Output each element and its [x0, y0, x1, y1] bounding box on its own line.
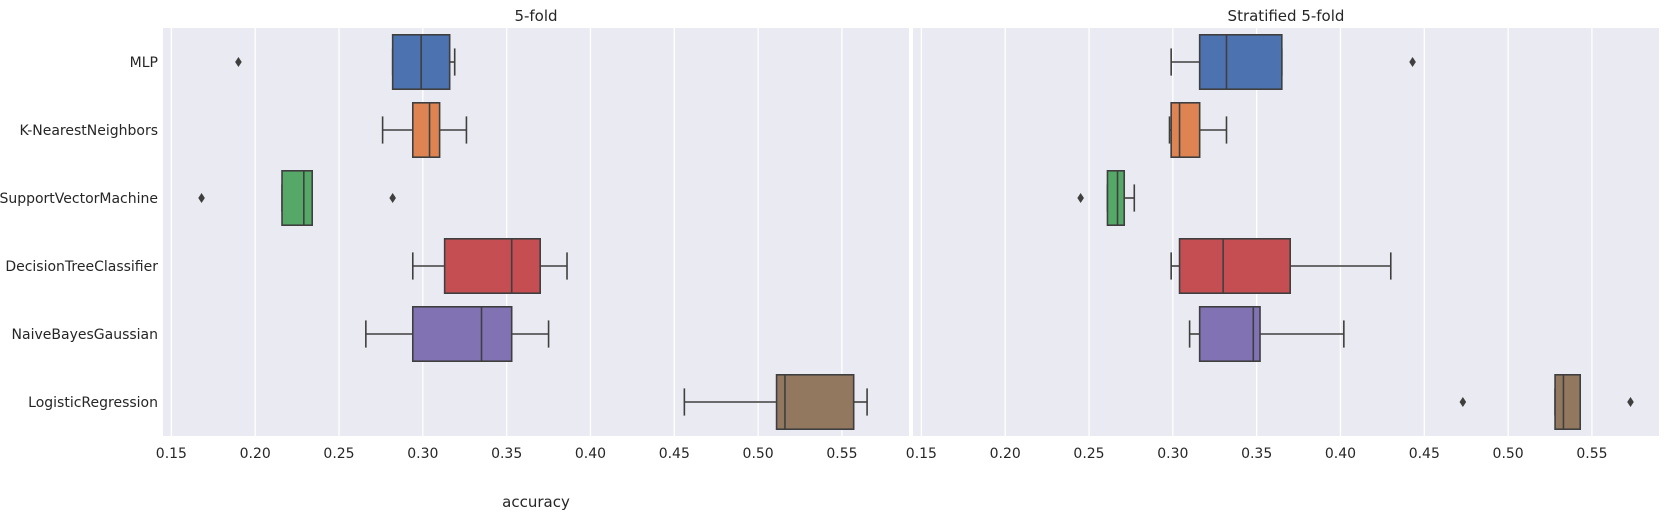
outlier-point: [1459, 397, 1467, 407]
iqr-box: [411, 102, 441, 159]
x-tick-label: 0.40: [1325, 446, 1356, 462]
x-tick-label: 0.15: [906, 446, 937, 462]
plot-area-5-fold: [163, 28, 909, 436]
iqr-box: [1106, 170, 1126, 227]
x-tick-label: 0.20: [990, 446, 1021, 462]
iqr-box: [281, 170, 314, 227]
box-supportvectormachine: [1077, 170, 1136, 227]
x-tick-label: 0.20: [240, 446, 271, 462]
y-category-labels: MLP K-NearestNeighbors SupportVectorMach…: [0, 55, 158, 411]
outlier-point: [1077, 193, 1084, 203]
category-label: DecisionTreeClassifier: [5, 259, 158, 275]
x-tick-label: 0.45: [659, 446, 690, 462]
category-label: SupportVectorMachine: [0, 191, 158, 207]
iqr-box: [1198, 33, 1283, 91]
box-naivebayesgaussian: [1188, 305, 1345, 362]
x-tick-label: 0.40: [575, 446, 606, 462]
outlier-point: [198, 193, 205, 203]
x-tick-labels-stratified-5-fold: 0.15 0.20 0.25 0.30 0.35 0.40 0.45 0.50 0.55: [906, 446, 1608, 462]
gridlines-5-fold: [170, 28, 843, 436]
panel-5-fold: 0.15 0.20 0.25 0.30 0.35 0.40 0.45 0.50 0.55 5-f…: [156, 7, 909, 511]
category-label: MLP: [130, 55, 158, 71]
box-supportvectormachine: [198, 170, 396, 227]
gridlines-stratified-5-fold: [920, 28, 1593, 436]
box-k-nearestneighbors: [381, 102, 468, 159]
x-tick-label: 0.35: [1241, 446, 1272, 462]
box-decisiontreeclassifier: [1170, 238, 1392, 295]
outlier-point: [1627, 397, 1634, 407]
x-tick-label: 0.50: [743, 446, 774, 462]
iqr-box: [411, 305, 513, 362]
category-label: K-NearestNeighbors: [19, 123, 158, 139]
iqr-box: [1178, 238, 1291, 295]
box-logisticregression: [683, 373, 868, 430]
panel-title-5-fold: 5-fold: [514, 7, 557, 25]
x-tick-label: 0.25: [1073, 446, 1104, 462]
box-k-nearestneighbors: [1168, 102, 1228, 159]
x-tick-label: 0.30: [407, 446, 438, 462]
box-naivebayesgaussian: [365, 305, 550, 362]
box-decisiontreeclassifier: [411, 238, 568, 295]
x-tick-label: 0.55: [826, 446, 857, 462]
iqr-box: [775, 373, 855, 430]
boxes-5-fold: [198, 33, 868, 430]
x-tick-label: 0.25: [323, 446, 354, 462]
outlier-point: [1409, 57, 1416, 67]
x-tick-labels-5-fold: 0.15 0.20 0.25 0.30 0.35 0.40 0.45 0.50 0.55: [156, 446, 858, 462]
plot-area-stratified-5-fold: [913, 28, 1659, 436]
iqr-box: [1198, 305, 1261, 362]
category-label: LogisticRegression: [28, 395, 158, 411]
category-label: NaiveBayesGaussian: [12, 327, 158, 343]
iqr-box: [443, 238, 541, 295]
iqr-box: [1170, 102, 1201, 159]
x-tick-label: 0.15: [156, 446, 187, 462]
x-tick-label: 0.50: [1493, 446, 1524, 462]
x-tick-label: 0.35: [491, 446, 522, 462]
x-tick-label: 0.55: [1576, 446, 1607, 462]
x-tick-label: 0.45: [1409, 446, 1440, 462]
outlier-point: [389, 193, 396, 203]
box-logisticregression: [1459, 373, 1634, 430]
box-mlp: [235, 33, 456, 91]
x-tick-label: 0.30: [1157, 446, 1188, 462]
panel-title-stratified-5-fold: Stratified 5-fold: [1228, 7, 1345, 25]
outlier-point: [235, 57, 242, 67]
box-mlp: [1170, 33, 1416, 91]
iqr-box: [1554, 373, 1582, 430]
x-axis-label: accuracy: [502, 493, 570, 511]
panel-stratified-5-fold: 0.15 0.20 0.25 0.30 0.35 0.40 0.45 0.50 0.55 Str…: [906, 7, 1659, 462]
boxes-stratified-5-fold: [1077, 33, 1634, 430]
